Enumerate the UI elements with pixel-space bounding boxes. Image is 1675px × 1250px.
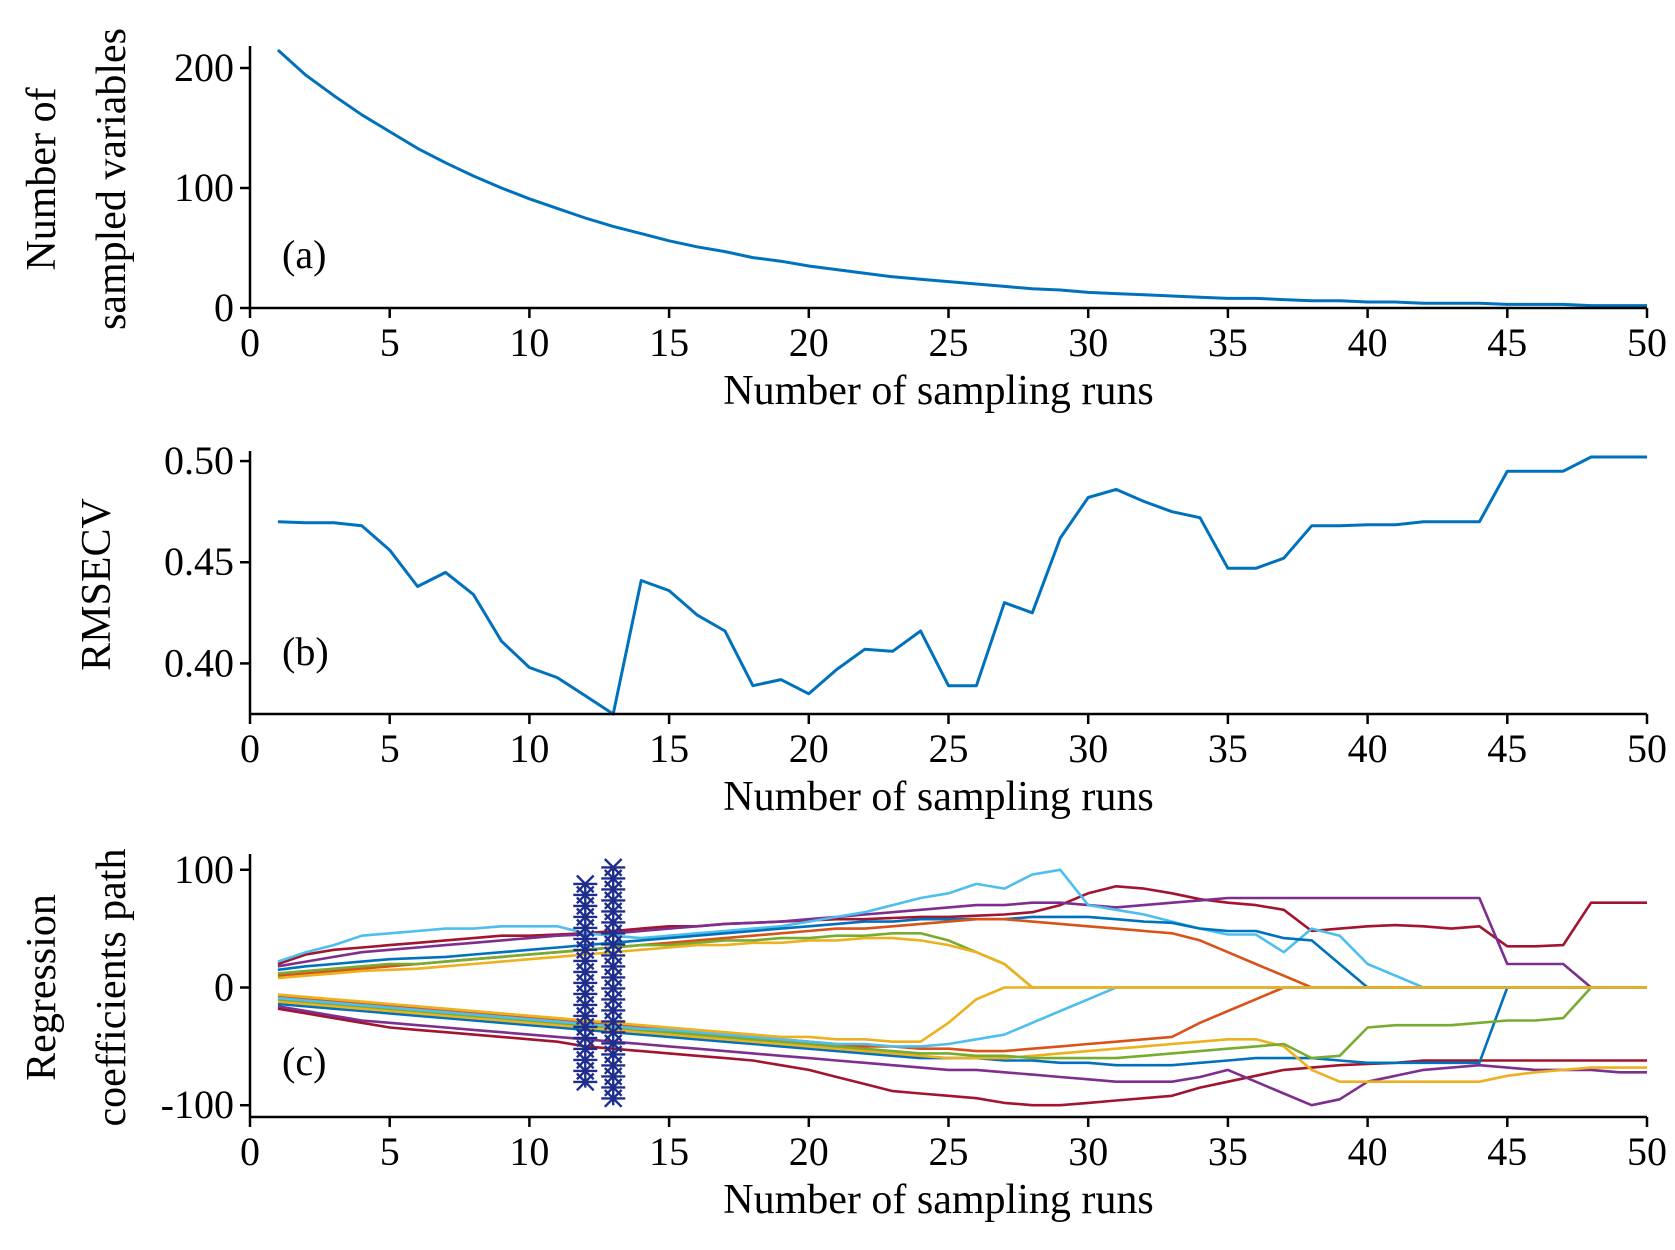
x-tick-label: 40 <box>1348 1129 1388 1174</box>
x-axis-label: Number of sampling runs <box>723 368 1153 414</box>
x-tick-label: 35 <box>1208 726 1248 771</box>
series-line-0 <box>277 455 1647 716</box>
x-tick-label: 50 <box>1627 1129 1667 1174</box>
plot-area <box>277 858 1647 1108</box>
x-tick-label: 45 <box>1487 726 1527 771</box>
y-tick-label: 0.40 <box>164 640 234 685</box>
y-tick-label: 0.45 <box>164 539 234 584</box>
plot-area <box>276 48 1647 308</box>
y-tick-label: 100 <box>174 165 234 210</box>
y-axis-label: Number of <box>19 87 65 270</box>
x-tick-label: 25 <box>929 320 969 365</box>
x-tick-label: 30 <box>1068 320 1108 365</box>
y-tick-label: 100 <box>174 847 234 892</box>
series-line-14 <box>277 986 1647 1043</box>
y-axis-label: coefficients path <box>89 849 135 1127</box>
x-tick-label: 5 <box>380 726 400 771</box>
x-tick-label: 20 <box>789 726 829 771</box>
y-axis-label: Regression <box>19 894 65 1081</box>
x-tick-label: 35 <box>1208 1129 1248 1174</box>
panel-label: (c) <box>282 1039 326 1084</box>
chart-panel-b: 0 5 10 15 20 25 30 35 40 45 50 0.40 0.45 0.50 Number o… <box>74 438 1667 820</box>
x-tick-label: 15 <box>649 726 689 771</box>
x-tick-label: 50 <box>1627 320 1667 365</box>
series-line-8 <box>277 1005 1647 1107</box>
y-tick-label: -100 <box>161 1082 234 1127</box>
asterisk-marker <box>576 1072 595 1092</box>
x-tick-label: 20 <box>789 1129 829 1174</box>
x-tick-label: 25 <box>929 726 969 771</box>
x-tick-label: 20 <box>789 320 829 365</box>
y-tick-label: 0 <box>214 965 234 1010</box>
x-tick-label: 30 <box>1068 1129 1108 1174</box>
x-tick-label: 10 <box>509 1129 549 1174</box>
x-tick-label: 40 <box>1348 726 1388 771</box>
y-tick-label: 0 <box>214 285 234 330</box>
x-tick-label: 35 <box>1208 320 1248 365</box>
x-tick-label: 5 <box>380 320 400 365</box>
marker-line-1 <box>601 858 626 1108</box>
series-line-0 <box>276 48 1647 308</box>
x-tick-label: 50 <box>1627 726 1667 771</box>
asterisk-marker <box>603 1089 623 1108</box>
x-tick-label: 15 <box>649 1129 689 1174</box>
x-axis-label: Number of sampling runs <box>723 774 1153 820</box>
y-axis-label: RMSECV <box>74 498 120 671</box>
marker-line-0 <box>573 874 598 1092</box>
x-tick-label: 5 <box>380 1129 400 1174</box>
series-line-2 <box>277 868 1647 989</box>
series-line-11 <box>277 986 1647 1060</box>
x-tick-label: 30 <box>1068 726 1108 771</box>
y-tick-label: 0.50 <box>164 438 234 483</box>
x-tick-label: 10 <box>509 320 549 365</box>
x-tick-label: 45 <box>1487 320 1527 365</box>
x-tick-label: 15 <box>649 320 689 365</box>
x-tick-label: 25 <box>929 1129 969 1174</box>
panel-label: (a) <box>282 232 326 277</box>
y-tick-label: 200 <box>174 45 234 90</box>
x-axis-label: Number of sampling runs <box>723 1177 1153 1223</box>
panel-label: (b) <box>282 629 329 674</box>
series-line-0 <box>277 884 1647 966</box>
x-tick-label: 0 <box>240 726 260 771</box>
x-tick-label: 10 <box>509 726 549 771</box>
x-tick-label: 45 <box>1487 1129 1527 1174</box>
x-tick-label: 40 <box>1348 320 1388 365</box>
x-tick-label: 0 <box>240 1129 260 1174</box>
series-line-1 <box>277 896 1647 989</box>
series-line-10 <box>277 1000 1647 1083</box>
plot-area <box>277 455 1647 716</box>
x-tick-label: 0 <box>240 320 260 365</box>
series-line-7 <box>277 1007 1647 1107</box>
y-axis-label: sampled variables <box>89 28 135 330</box>
chart-panel-a: 0 5 10 15 20 25 30 35 40 45 50 0 100 200 Number of sam… <box>19 28 1667 414</box>
